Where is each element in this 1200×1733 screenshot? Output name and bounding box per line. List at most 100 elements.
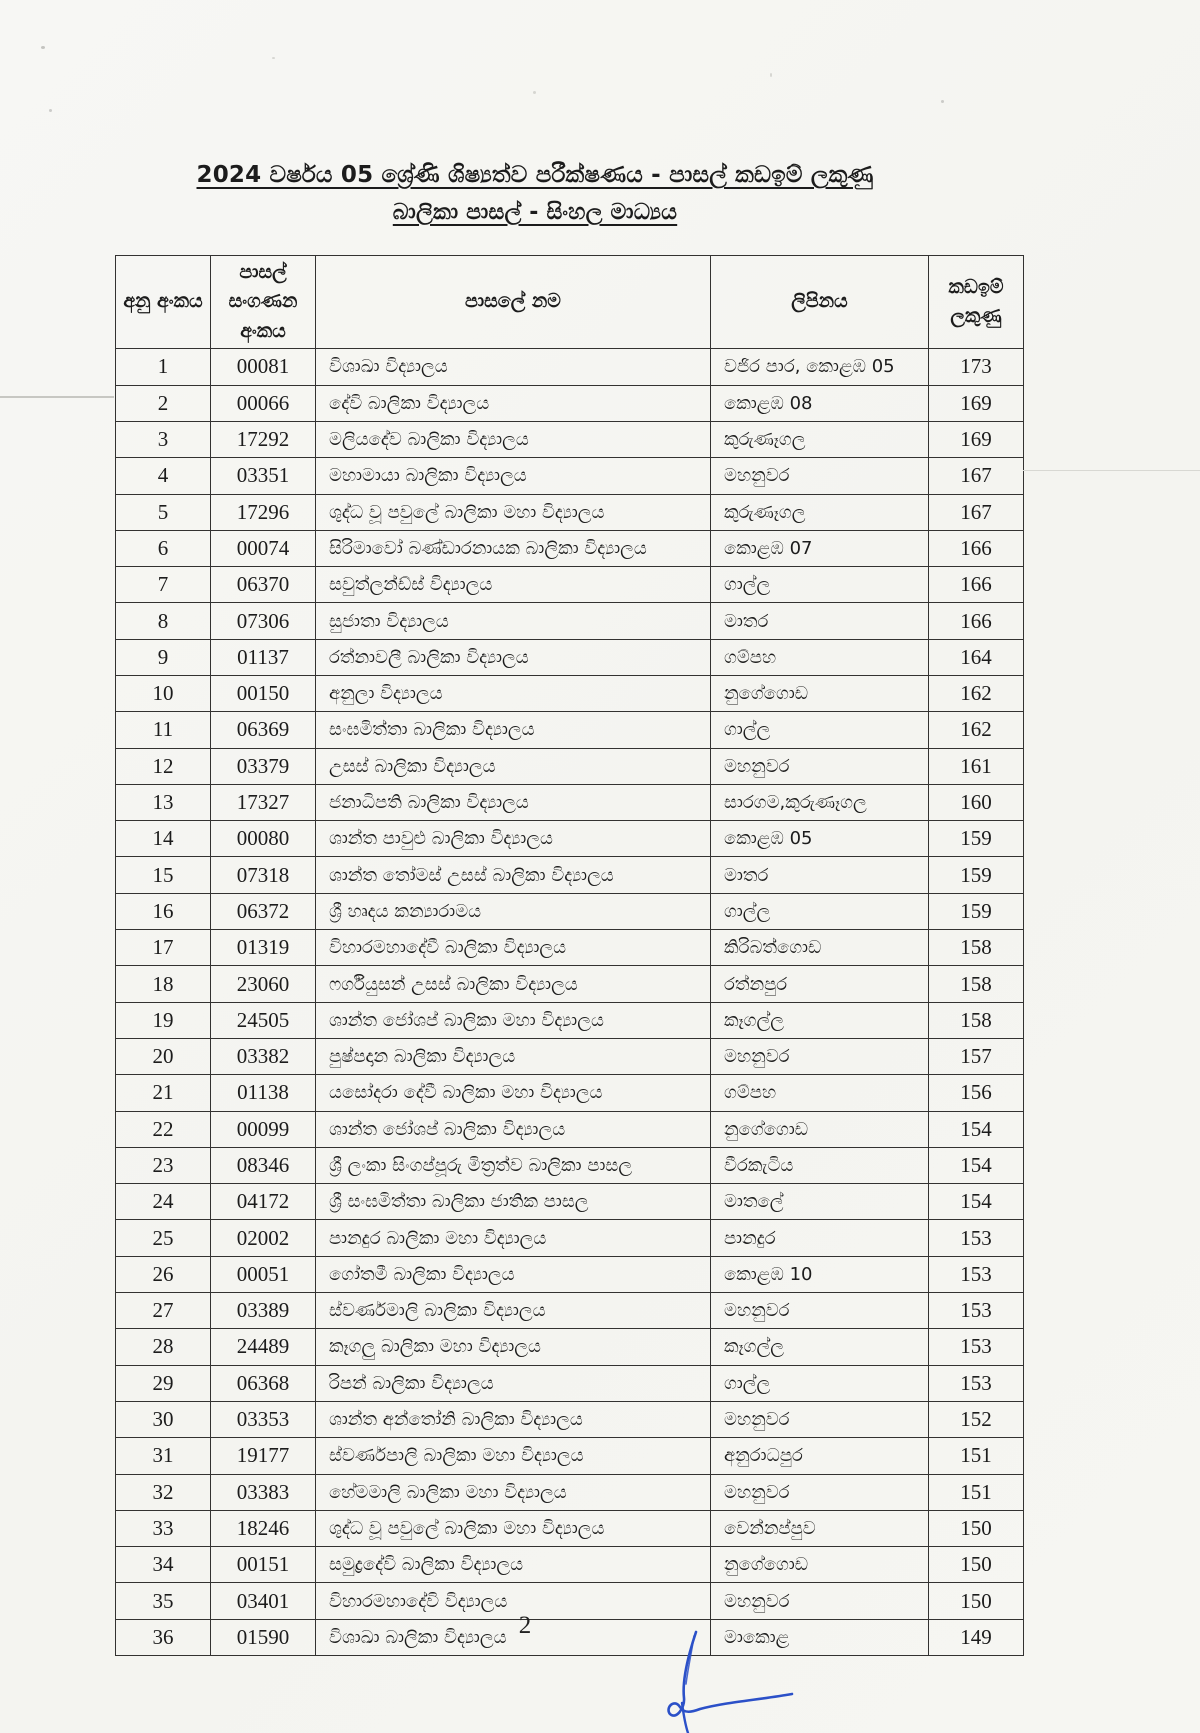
serial-cell: 14 bbox=[115, 820, 211, 858]
cutoff-marks-cell: 153 bbox=[928, 1364, 1024, 1402]
school-name-cell: රිපන් බාලිකා විද්‍යාලය bbox=[315, 1364, 711, 1402]
table-row: 27 03389 ස්වර්ණමාලි බාලිකා විද්‍යාලය මහනුවර… bbox=[115, 1292, 1024, 1330]
table-row: 36 01590 විශාඛා බාලිකා විද්‍යාලය මාකොළ 149 bbox=[115, 1618, 1024, 1657]
school-name-cell: පුෂ්පදාන බාලිකා විද්‍යාලය bbox=[315, 1037, 711, 1076]
scan-artifact-dot bbox=[941, 100, 944, 103]
serial-cell: 6 bbox=[115, 529, 211, 568]
serial-cell: 2 bbox=[115, 384, 211, 422]
scan-artifact-dot bbox=[770, 73, 772, 77]
serial-cell: 20 bbox=[115, 1037, 211, 1076]
cutoff-marks-cell: 159 bbox=[928, 856, 1024, 894]
census-number-cell: 06370 bbox=[210, 566, 316, 604]
table-row: 1 00081 විශාඛා විද්‍යාලය වජිර පාර, කොළඹ 05 1… bbox=[115, 348, 1024, 386]
census-number-cell: 18246 bbox=[210, 1509, 316, 1548]
school-name-cell: විශාඛා විද්‍යාලය bbox=[315, 348, 711, 386]
school-name-cell: විහාරමහාදේවී බාලිකා විද්‍යාලය bbox=[315, 929, 711, 967]
scan-artifact-dot bbox=[41, 46, 45, 49]
serial-cell: 30 bbox=[115, 1400, 211, 1439]
address-cell: ගම්පහ bbox=[710, 638, 929, 676]
cutoff-marks-cell: 159 bbox=[928, 892, 1024, 931]
census-number-cell: 24505 bbox=[210, 1001, 316, 1039]
table-row: 21 01138 යසෝදරා දේවී බාලිකා මහා විද්‍යාලය ග… bbox=[115, 1074, 1024, 1112]
address-cell: වීරකැටිය bbox=[710, 1146, 929, 1185]
cutoff-marks-cell: 153 bbox=[928, 1219, 1024, 1257]
census-number-cell: 03351 bbox=[210, 457, 316, 495]
scan-artifact-line bbox=[1023, 470, 1200, 471]
school-name-cell: ගෝතමී බාලිකා විද්‍යාලය bbox=[315, 1255, 711, 1294]
table-row: 30 03353 ශාන්ත අන්තෝනි බාලිකා විද්‍යාලය මහන… bbox=[115, 1400, 1024, 1439]
census-number-cell: 03353 bbox=[210, 1400, 316, 1439]
census-number-cell: 06369 bbox=[210, 711, 316, 749]
address-cell: මාතර bbox=[710, 602, 929, 640]
census-number-cell: 00074 bbox=[210, 529, 316, 568]
serial-cell: 36 bbox=[115, 1618, 211, 1657]
school-name-cell: ශාන්ත අන්තෝනි බාලිකා විද්‍යාලය bbox=[315, 1400, 711, 1439]
cutoff-marks-cell: 167 bbox=[928, 457, 1024, 495]
table-row: 23 08346 ශ්‍රී ලංකා සිංගප්පූරු මිත්‍රත්ව බ… bbox=[115, 1146, 1024, 1185]
census-number-cell: 02002 bbox=[210, 1219, 316, 1257]
census-number-cell: 00150 bbox=[210, 674, 316, 713]
school-name-cell: සවුත්ලන්ඩ්ස් විද්‍යාලය bbox=[315, 566, 711, 604]
serial-cell: 8 bbox=[115, 602, 211, 640]
school-name-cell: ශුද්ධ වූ පවුලේ බාලිකා මහා විද්‍යාලය bbox=[315, 493, 711, 531]
address-cell: මාතලේ bbox=[710, 1183, 929, 1221]
census-number-cell: 00080 bbox=[210, 820, 316, 858]
school-name-cell: සමුද්‍රදේවි බාලිකා විද්‍යාලය bbox=[315, 1546, 711, 1584]
cutoff-marks-cell: 173 bbox=[928, 348, 1024, 386]
census-number-cell: 03401 bbox=[210, 1582, 316, 1620]
cutoff-marks-cell: 156 bbox=[928, 1074, 1024, 1112]
address-cell: මහනුවර bbox=[710, 1292, 929, 1330]
school-name-cell: හේමමාලි බාලිකා මහා විද්‍යාලය bbox=[315, 1473, 711, 1511]
serial-cell: 12 bbox=[115, 747, 211, 785]
table-row: 19 24505 ශාන්ත ජෝශප් බාලිකා මහා විද්‍යාලය ක… bbox=[115, 1001, 1024, 1039]
serial-cell: 21 bbox=[115, 1074, 211, 1112]
address-cell: නුගේගොඩ bbox=[710, 1546, 929, 1584]
cutoff-marks-cell: 166 bbox=[928, 566, 1024, 604]
cutoff-marks-cell: 167 bbox=[928, 493, 1024, 531]
header-census-number: පාසල් සංගණන අංකය bbox=[210, 254, 316, 350]
cutoff-marks-cell: 153 bbox=[928, 1292, 1024, 1330]
address-cell: කුරුණෑගල bbox=[710, 420, 929, 459]
cutoff-marks-cell: 159 bbox=[928, 820, 1024, 858]
serial-cell: 35 bbox=[115, 1582, 211, 1620]
cutoff-marks-cell: 150 bbox=[928, 1509, 1024, 1548]
census-number-cell: 01138 bbox=[210, 1074, 316, 1112]
address-cell: මහනුවර bbox=[710, 1400, 929, 1439]
cutoff-marks-table: අනු අංකය පාසල් සංගණන අංකය පාසලේ නම ලිපින… bbox=[115, 254, 1024, 1657]
census-number-cell: 17292 bbox=[210, 420, 316, 459]
cutoff-marks-cell: 158 bbox=[928, 965, 1024, 1003]
serial-cell: 34 bbox=[115, 1546, 211, 1584]
census-number-cell: 19177 bbox=[210, 1437, 316, 1475]
table-row: 28 24489 කෑගලු බාලිකා මහා විද්‍යාලය කෑගල්ල 1… bbox=[115, 1328, 1024, 1366]
table-header-row: අනු අංකය පාසල් සංගණන අංකය පාසලේ නම ලිපින… bbox=[115, 254, 1024, 350]
cutoff-marks-cell: 153 bbox=[928, 1255, 1024, 1294]
school-name-cell: කෑගලු බාලිකා මහා විද්‍යාලය bbox=[315, 1328, 711, 1366]
serial-cell: 22 bbox=[115, 1110, 211, 1148]
serial-cell: 13 bbox=[115, 783, 211, 822]
serial-cell: 18 bbox=[115, 965, 211, 1003]
census-number-cell: 00151 bbox=[210, 1546, 316, 1584]
table-row: 32 03383 හේමමාලි බාලිකා මහා විද්‍යාලය මහනුව… bbox=[115, 1473, 1024, 1511]
table-row: 25 02002 පානදුර බාලිකා මහා විද්‍යාලය පානදුර… bbox=[115, 1219, 1024, 1257]
census-number-cell: 04172 bbox=[210, 1183, 316, 1221]
school-name-cell: ශ්‍රී ලංකා සිංගප්පූරු මිත්‍රත්ව බාලිකා ප… bbox=[315, 1146, 711, 1185]
school-name-cell: ජනාධිපති බාලිකා විද්‍යාලය bbox=[315, 783, 711, 822]
serial-cell: 3 bbox=[115, 420, 211, 459]
serial-cell: 9 bbox=[115, 638, 211, 676]
table-row: 4 03351 මහාමායා බාලිකා විද්‍යාලය මහනුවර 167 bbox=[115, 457, 1024, 495]
address-cell: කොළඹ 10 bbox=[710, 1255, 929, 1294]
school-name-cell: ශාන්ත ජෝශප් බාලිකා විද්‍යාලය bbox=[315, 1110, 711, 1148]
serial-cell: 16 bbox=[115, 892, 211, 931]
school-name-cell: ස්වර්ණමාලි බාලිකා විද්‍යාලය bbox=[315, 1292, 711, 1330]
cutoff-marks-cell: 169 bbox=[928, 384, 1024, 422]
school-name-cell: යසෝදරා දේවී බාලිකා මහා විද්‍යාලය bbox=[315, 1074, 711, 1112]
cutoff-marks-cell: 150 bbox=[928, 1546, 1024, 1584]
school-name-cell: මහාමායා බාලිකා විද්‍යාලය bbox=[315, 457, 711, 495]
census-number-cell: 03382 bbox=[210, 1037, 316, 1076]
census-number-cell: 24489 bbox=[210, 1328, 316, 1366]
address-cell: මහනුවර bbox=[710, 457, 929, 495]
address-cell: මහනුවර bbox=[710, 747, 929, 785]
cutoff-marks-cell: 154 bbox=[928, 1146, 1024, 1185]
address-cell: කිරිබත්ගොඩ bbox=[710, 929, 929, 967]
school-name-cell: පානදුර බාලිකා මහා විද්‍යාලය bbox=[315, 1219, 711, 1257]
